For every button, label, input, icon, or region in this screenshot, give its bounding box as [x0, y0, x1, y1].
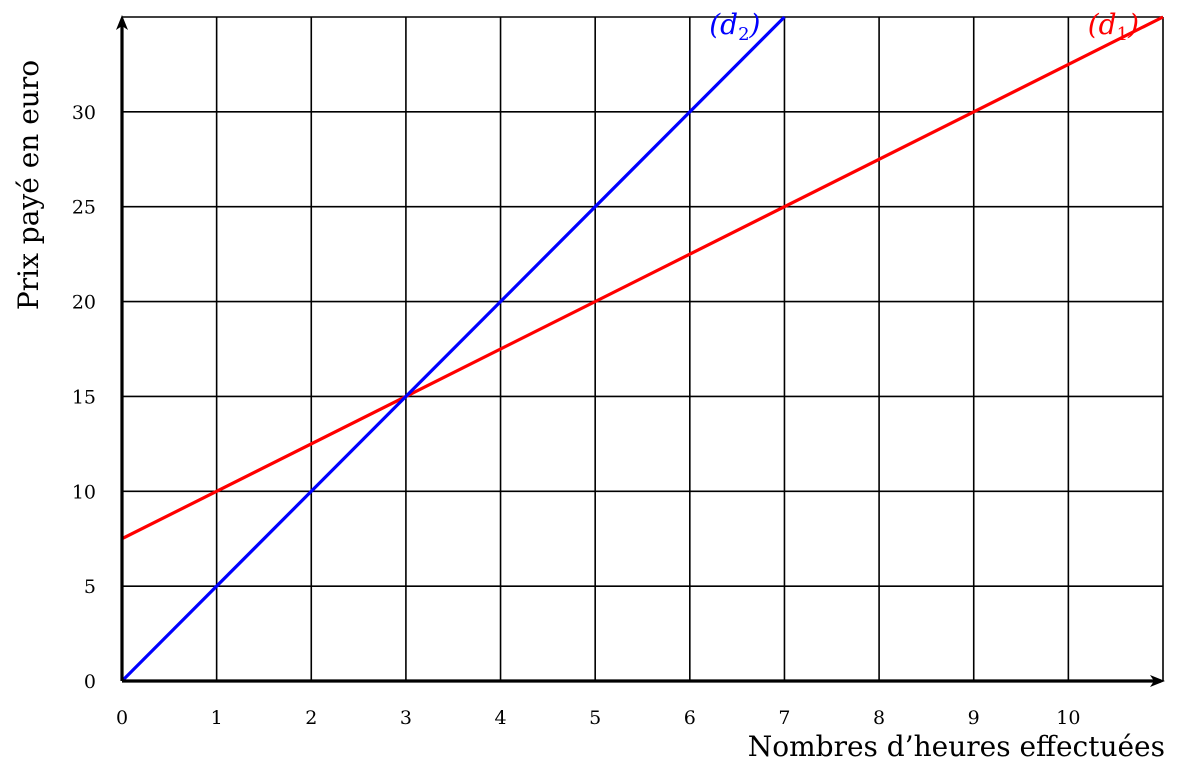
series-line [121, 15, 1164, 541]
x-tick-label: 4 [494, 707, 506, 729]
series-labels: (d1) (d2) [709, 8, 1139, 45]
x-tick-label: 9 [968, 707, 980, 729]
y-tick-label: 10 [72, 481, 96, 503]
x-tick-label: 8 [873, 707, 885, 729]
y-axis-label: Prix payé en euro [12, 60, 45, 310]
y-tick-label: 25 [72, 197, 96, 219]
x-tick-label: 3 [400, 707, 412, 729]
x-tick-label: 2 [305, 707, 317, 729]
x-axis-arrow [1150, 675, 1165, 687]
x-axis-label: Nombres d’heures effectuées [748, 730, 1165, 762]
series-line [120, 15, 786, 683]
x-tick-label: 0 [116, 707, 128, 729]
tick-labels: 0 1 2 3 4 5 6 7 8 9 10 0 5 10 15 20 25 30 [72, 102, 1081, 729]
x-tick-label: 10 [1056, 707, 1080, 729]
y-tick-label: 5 [84, 576, 96, 598]
y-axis-arrow [116, 15, 128, 30]
x-tick-label: 5 [589, 707, 601, 729]
series-label: (d2) [709, 8, 760, 45]
axes [116, 15, 1165, 687]
series-group [120, 15, 1164, 683]
y-tick-label: 20 [72, 292, 96, 314]
x-tick-label: 1 [211, 707, 223, 729]
grid [122, 16, 1164, 681]
y-tick-label: 15 [72, 386, 96, 408]
y-tick-label: 0 [84, 671, 96, 693]
x-tick-label: 6 [684, 707, 696, 729]
y-tick-label: 30 [72, 102, 96, 124]
x-tick-label: 7 [778, 707, 790, 729]
series-label: (d1) [1088, 8, 1139, 45]
